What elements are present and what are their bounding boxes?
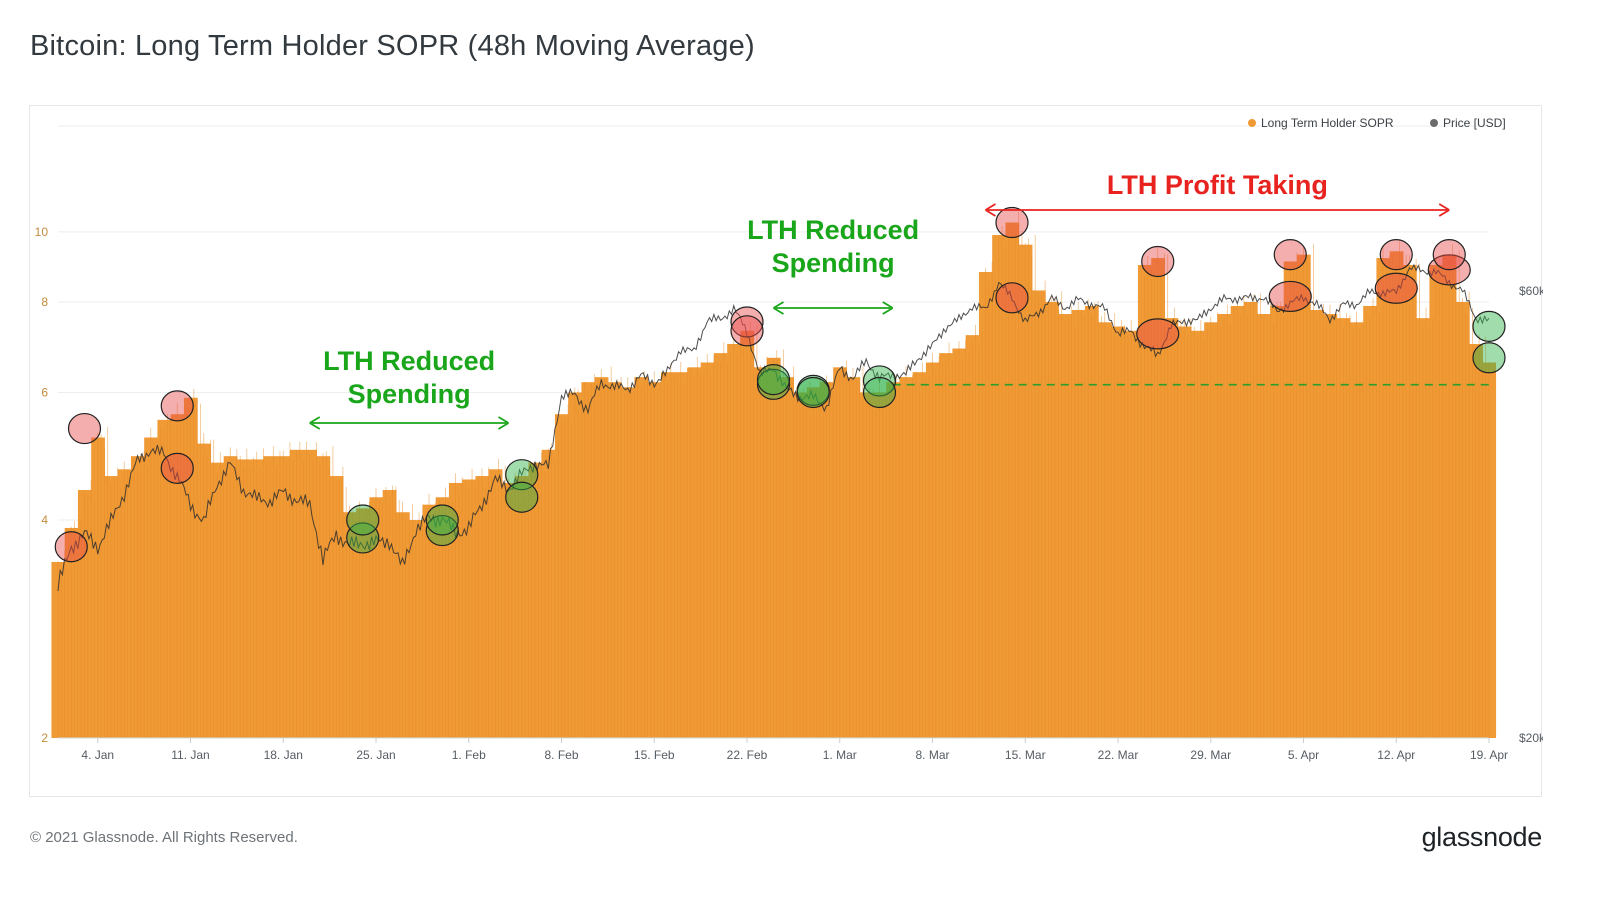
green-circle-marker (756, 364, 791, 396)
left-axis-tick: 8 (41, 295, 48, 309)
annotation-arrowhead (498, 416, 509, 430)
legend-item[interactable]: Long Term Holder SOPR (1248, 116, 1394, 130)
x-axis-tick: 18. Jan (264, 748, 303, 762)
annotation-arrowhead (309, 416, 321, 430)
red-circle-marker (995, 206, 1029, 239)
green-circle-marker (1472, 342, 1506, 374)
left-axis-tick: 6 (41, 385, 48, 399)
annotation-arrowhead (773, 301, 784, 315)
right-axis-tick: $20k (1519, 731, 1543, 745)
annotation-label: Spending (772, 248, 895, 278)
page-title: Bitcoin: Long Term Holder SOPR (48h Movi… (30, 30, 755, 62)
legend-marker (1430, 119, 1438, 127)
left-axis-tick: 4 (41, 513, 48, 527)
green-circle-marker (346, 522, 380, 554)
red-circle-marker (160, 452, 194, 484)
price-series-line (57, 263, 1490, 592)
x-axis-tick: 8. Feb (544, 748, 578, 762)
x-axis-tick: 15. Mar (1005, 748, 1046, 762)
left-axis-tick: 2 (41, 731, 48, 745)
red-circle-marker (1432, 239, 1466, 271)
green-circle-marker (505, 459, 539, 491)
x-axis-tick: 22. Mar (1098, 748, 1139, 762)
red-circle-marker (67, 412, 102, 445)
legend-item[interactable]: Price [USD] (1430, 116, 1506, 130)
green-circle-marker (796, 376, 830, 409)
price-line (57, 263, 1490, 592)
legend[interactable]: Long Term Holder SOPR Price [USD] (1248, 116, 1506, 130)
green-circle-marker (505, 481, 539, 513)
annotation-label: LTH Profit Taking (1107, 170, 1328, 200)
x-axis-tick: 5. Apr (1288, 748, 1319, 762)
green-circle-marker (425, 504, 459, 536)
red-circle-marker (1374, 272, 1418, 304)
red-circle-marker (995, 282, 1029, 314)
green-circle-marker (756, 368, 791, 400)
x-axis-tick: 25. Jan (356, 748, 395, 762)
left-axis-tick: 10 (35, 225, 49, 239)
x-axis-tick: 22. Feb (727, 748, 768, 762)
annotation-arrowhead (985, 203, 996, 217)
legend-label: Long Term Holder SOPR (1261, 116, 1394, 130)
red-circle-marker (160, 390, 194, 422)
x-axis-tick: 15. Feb (634, 748, 675, 762)
red-circle-marker (1268, 280, 1312, 313)
x-axis-tick: 1. Mar (823, 748, 857, 762)
axes: 2 4 6 8 10 $20k $60k 4. Jan 11. Jan 18. Jan 25. Ja… (35, 225, 1543, 762)
x-axis-tick: 12. Apr (1377, 748, 1415, 762)
red-circle-marker (1379, 239, 1413, 271)
x-axis-tick: 8. Mar (915, 748, 949, 762)
right-axis-tick: $60k (1519, 284, 1543, 298)
x-axis-tick: 19. Apr (1470, 748, 1508, 762)
green-circle-marker (1472, 310, 1506, 342)
annotation-arrowhead (1438, 203, 1450, 217)
x-axis-tick: 29. Mar (1190, 748, 1231, 762)
annotation-label: LTH Reduced (323, 346, 495, 376)
x-axis-tick: 4. Jan (81, 748, 114, 762)
red-circle-marker (730, 306, 764, 338)
green-circle-marker (862, 365, 897, 397)
red-circle-marker (1141, 245, 1175, 278)
legend-marker (1248, 119, 1256, 127)
green-circle-marker (346, 504, 380, 536)
red-circle-marker (54, 531, 88, 563)
annotation-arrowhead (882, 301, 894, 315)
red-circle-marker (1136, 318, 1180, 350)
x-axis-tick: 11. Jan (171, 748, 209, 762)
red-circle-marker (730, 315, 764, 347)
green-circle-marker (425, 514, 459, 547)
legend-label: Price [USD] (1443, 116, 1506, 130)
glassnode-logo: glassnode (1421, 822, 1543, 852)
annotation-label: LTH Reduced (747, 215, 919, 245)
circle-markers (54, 206, 1506, 563)
footer-copyright: © 2021 Glassnode. All Rights Reserved. (30, 829, 298, 846)
green-circle-marker (862, 376, 897, 409)
annotation-label: Spending (348, 379, 471, 409)
sopr-bars (51, 211, 1497, 739)
red-circle-marker (1273, 239, 1307, 271)
x-axis-tick: 1. Feb (452, 748, 486, 762)
